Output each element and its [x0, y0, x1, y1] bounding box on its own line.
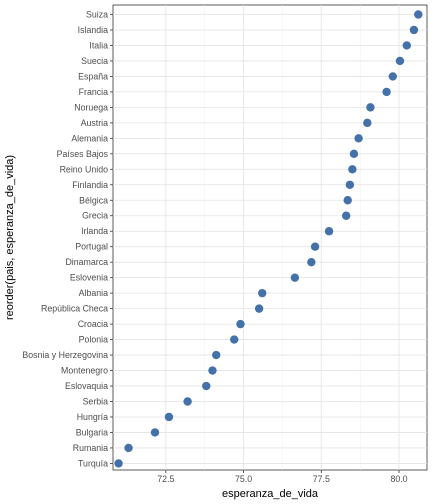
data-point — [388, 72, 398, 81]
y-tick-label: Finlandia — [72, 180, 108, 190]
y-tick-labels: Suiza Islandia Italia Suecia España Francia No… — [22, 10, 108, 469]
x-tick-label: 75.0 — [235, 474, 252, 484]
y-tick-label: Bosnia y Herzegovina — [22, 350, 108, 360]
y-tick-label: Eslovaquia — [65, 381, 108, 391]
data-point — [183, 397, 192, 406]
y-axis-title: reorder(pais, esperanza_de_vida) — [4, 155, 16, 320]
data-point — [324, 227, 334, 236]
x-tick-labels: 72.5 75.0 77.5 80.0 — [157, 474, 407, 484]
grid — [110, 5, 427, 473]
data-point — [348, 165, 357, 174]
data-point — [402, 41, 411, 50]
y-tick-label: Austria — [81, 118, 108, 128]
data-point — [230, 335, 239, 344]
x-axis-title: esperanza_de_vida — [222, 488, 319, 500]
data-point — [258, 288, 267, 298]
y-tick-label: Croacia — [78, 319, 108, 329]
y-tick-label: Islandia — [78, 25, 108, 35]
y-tick-label: Noruega — [74, 102, 108, 112]
y-tick-label: Rumania — [73, 443, 108, 453]
data-point — [236, 319, 245, 329]
y-tick-label: Suecia — [81, 56, 108, 66]
data-point — [124, 443, 133, 453]
data-point — [343, 196, 352, 205]
y-tick-label: Países Bajos — [57, 149, 109, 159]
data-point — [164, 412, 174, 422]
y-tick-label: Portugal — [75, 242, 108, 252]
data-point — [114, 459, 123, 468]
data-point — [290, 273, 300, 282]
y-tick-label: Hungría — [77, 412, 108, 422]
y-tick-label: Reino Unido — [60, 164, 109, 174]
data-point — [341, 211, 351, 220]
data-point — [363, 118, 372, 128]
y-tick-label: Albania — [79, 288, 108, 298]
data-point — [208, 366, 217, 375]
y-tick-label: Grecia — [82, 211, 108, 221]
y-tick-label: Suiza — [86, 10, 108, 20]
data-point — [349, 149, 359, 159]
y-tick-label: Alemania — [71, 133, 108, 143]
x-tick-label: 77.5 — [313, 474, 330, 484]
data-point — [382, 87, 391, 97]
data-point — [414, 10, 423, 19]
y-tick-label: Bélgica — [79, 195, 108, 205]
y-tick-label: Serbia — [83, 397, 109, 407]
y-tick-label: Irlanda — [81, 226, 108, 236]
data-point — [150, 428, 160, 437]
y-tick-label: Turquía — [78, 458, 108, 468]
data-point — [307, 257, 316, 267]
data-point — [409, 25, 419, 35]
x-tick-label: 72.5 — [157, 474, 174, 484]
y-tick-label: Montenegro — [61, 366, 108, 376]
y-tick-label: Dinamarca — [65, 257, 108, 267]
y-tick-label: Italia — [89, 40, 108, 50]
data-point — [254, 304, 264, 313]
y-tick-label: Eslovenia — [70, 273, 108, 283]
data-point — [345, 180, 355, 189]
x-tick-label: 80.0 — [390, 474, 407, 484]
points — [114, 10, 423, 468]
data-point — [212, 350, 221, 360]
data-point — [202, 381, 211, 391]
y-tick-label: Bulgaria — [76, 427, 108, 437]
y-tick-label: España — [78, 71, 108, 81]
y-tick-label: Polonia — [79, 335, 108, 345]
y-tick-label: Francia — [79, 87, 108, 97]
y-tick-label: República Checa — [41, 304, 108, 314]
data-point — [310, 242, 320, 251]
data-point — [354, 134, 363, 143]
panel-background — [112, 4, 428, 471]
data-point — [366, 103, 375, 112]
data-point — [395, 56, 405, 66]
